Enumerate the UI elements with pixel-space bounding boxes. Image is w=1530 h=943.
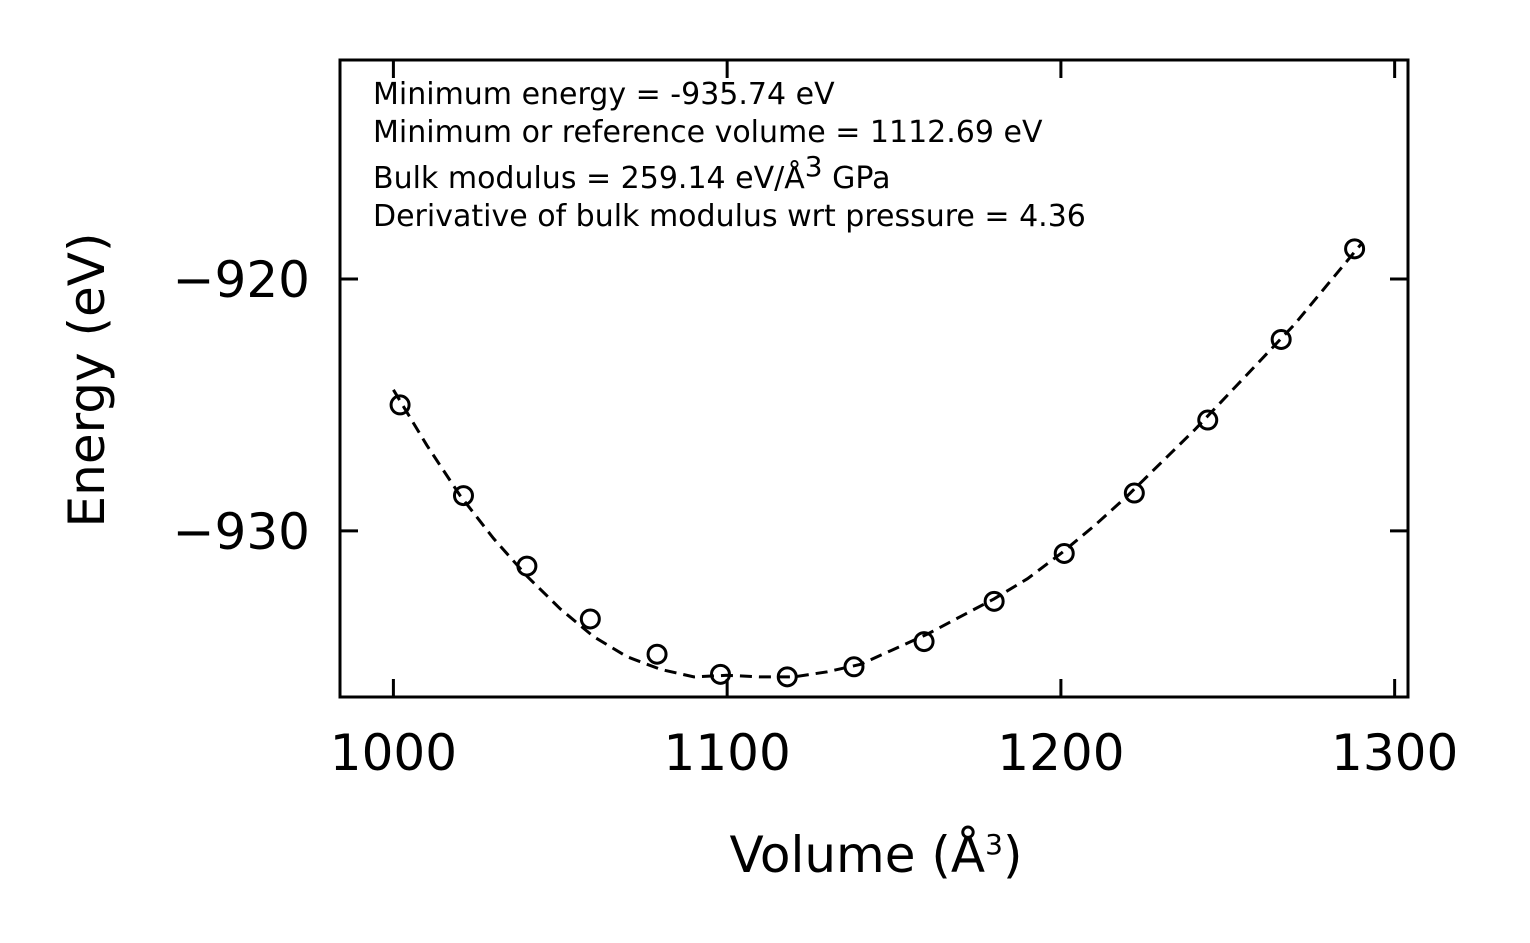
- y-tick-label: −920: [173, 251, 310, 309]
- annotation-bulk-modulus-unit: GPa: [823, 161, 891, 196]
- tick-group: [340, 60, 1408, 697]
- data-point: [1197, 409, 1219, 431]
- data-point: [579, 608, 601, 630]
- data-point: [1344, 238, 1366, 260]
- annotation-min-energy: Minimum energy = -935.74 eV: [373, 77, 835, 112]
- plot-frame: [338, 58, 1410, 699]
- x-tick-label: 1100: [664, 724, 791, 782]
- annotation-bulk-modulus-text: Bulk modulus = 259.14 eV/Å: [373, 160, 805, 196]
- data-point: [1270, 328, 1292, 350]
- x-tick-label: 1300: [1331, 724, 1458, 782]
- annotation-bulk-derivative: Derivative of bulk modulus wrt pressure …: [373, 199, 1086, 234]
- data-point: [1053, 542, 1075, 564]
- data-point: [452, 485, 474, 507]
- x-tick-label: 1200: [997, 724, 1124, 782]
- x-tick-label: 1000: [330, 724, 457, 782]
- annotation-min-volume: Minimum or reference volume = 1112.69 eV: [373, 115, 1043, 150]
- y-tick-label: −930: [173, 503, 310, 561]
- annotation-bulk-modulus: Bulk modulus = 259.14 eV/Å3 GPa: [373, 150, 891, 196]
- tick-label-group: 1000 1100 1200 1300 −920 −930: [173, 251, 1459, 782]
- x-axis-label-sup: 3: [985, 828, 1003, 861]
- data-point: [1123, 482, 1145, 504]
- x-axis-label-close: ): [1003, 826, 1023, 884]
- data-point: [646, 643, 668, 665]
- annotation-block: Minimum energy = -935.74 eV Minimum or r…: [373, 77, 1086, 234]
- fit-curve: [392, 242, 1363, 679]
- data-point: [913, 631, 935, 653]
- data-point: [516, 555, 538, 577]
- data-points: [389, 238, 1366, 688]
- data-point: [709, 663, 731, 685]
- y-axis-label: Energy (eV): [58, 233, 116, 528]
- x-axis-label-text: Volume (Å: [730, 826, 986, 884]
- data-point: [389, 394, 411, 416]
- data-point: [983, 590, 1005, 612]
- data-point: [843, 656, 865, 678]
- data-point: [776, 666, 798, 688]
- annotation-bulk-modulus-sup: 3: [805, 150, 823, 183]
- x-axis-label: Volume (Å3): [730, 826, 1023, 884]
